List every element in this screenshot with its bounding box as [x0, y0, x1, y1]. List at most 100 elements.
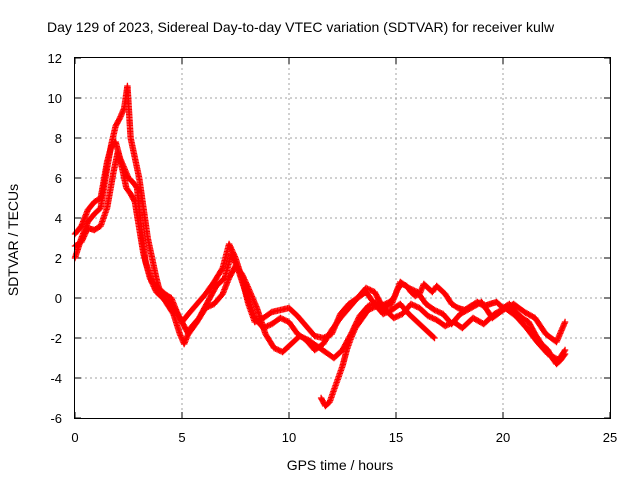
data-point	[399, 280, 406, 288]
data-point	[561, 318, 569, 326]
x-tick-label: 5	[178, 430, 185, 445]
data-point	[366, 306, 373, 313]
data-point	[412, 302, 419, 310]
data-point	[270, 344, 278, 352]
data-point	[407, 300, 415, 308]
y-tick-label: -4	[50, 371, 62, 386]
data-point	[427, 314, 435, 321]
x-tick-label: 25	[603, 430, 617, 445]
data-point	[264, 322, 271, 330]
data-point	[322, 333, 330, 340]
x-axis-label: GPS time / hours	[287, 457, 394, 473]
data-point	[299, 334, 306, 341]
plot-frame	[74, 57, 611, 419]
data-point	[296, 332, 303, 340]
data-point	[446, 320, 453, 328]
y-tick-label: 6	[55, 171, 62, 186]
data-point	[379, 310, 387, 318]
data-point	[325, 332, 333, 339]
data-point	[410, 302, 418, 309]
grid	[75, 58, 610, 418]
data-point	[208, 302, 215, 309]
data-point	[561, 350, 569, 358]
data-point	[362, 284, 370, 292]
data-point	[364, 285, 371, 292]
data-point	[282, 317, 290, 324]
data-point	[202, 304, 209, 312]
data-point	[409, 301, 416, 308]
data-point	[131, 197, 138, 204]
data-point	[442, 322, 449, 330]
data-point	[437, 309, 444, 316]
data-point	[434, 308, 441, 315]
data-point	[382, 300, 389, 308]
y-tick-label: -6	[50, 411, 62, 426]
data-point	[392, 314, 399, 321]
data-point	[426, 313, 433, 320]
data-point	[297, 333, 305, 340]
data-point	[432, 307, 440, 314]
data-point	[431, 306, 438, 314]
y-tick-label: 12	[48, 51, 62, 66]
data-point	[280, 316, 287, 323]
data-point	[205, 303, 212, 310]
y-axis-label: SDTVAR / TECUs	[5, 184, 21, 296]
chart-title: Day 129 of 2023, Sidereal Day-to-day VTE…	[47, 19, 555, 35]
y-tick-labels: -6 -4 -2 0 2 4 6 8 10 12	[48, 51, 62, 426]
data-point	[396, 312, 403, 319]
series-track-3	[71, 148, 569, 364]
data-point	[443, 322, 450, 329]
data-point	[394, 312, 402, 320]
y-tick-label: -2	[50, 331, 62, 346]
y-tick-label: 2	[55, 251, 62, 266]
data-point	[435, 308, 442, 316]
data-point	[277, 314, 284, 322]
data-point	[321, 334, 328, 341]
data-point	[393, 313, 400, 320]
data-point	[300, 334, 308, 342]
data-point	[429, 314, 436, 322]
x-tick-label: 0	[71, 430, 78, 445]
data-point	[431, 334, 438, 342]
data-point	[272, 345, 279, 352]
data-point	[367, 286, 374, 294]
data-point	[278, 315, 286, 322]
data-point	[281, 316, 288, 324]
data-point	[413, 292, 420, 299]
data-point	[400, 281, 408, 288]
data-point	[367, 305, 375, 312]
data-point	[372, 303, 379, 310]
data-point	[369, 304, 376, 312]
data-point	[412, 292, 419, 300]
data-point	[390, 314, 398, 322]
data-marks	[71, 82, 569, 410]
data-point	[430, 315, 438, 322]
series-track-4	[317, 280, 569, 410]
data-point	[275, 346, 282, 354]
data-point	[324, 332, 331, 340]
data-point	[561, 352, 568, 359]
y-tick-label: 0	[55, 291, 62, 306]
data-point	[251, 318, 258, 326]
data-point	[302, 335, 309, 342]
data-point	[364, 306, 372, 314]
data-point	[265, 322, 273, 329]
x-tick-labels: 0 5 10 15 20 25	[71, 430, 617, 445]
y-tick-label: 10	[48, 91, 62, 106]
y-tick-label: 4	[55, 211, 62, 226]
x-tick-label: 15	[389, 430, 403, 445]
x-tick-label: 10	[282, 430, 296, 445]
data-point	[368, 287, 375, 294]
data-point	[273, 346, 281, 353]
data-point	[377, 302, 385, 310]
data-point	[430, 333, 437, 341]
data-point	[444, 321, 452, 328]
data-point	[206, 302, 214, 310]
data-point	[203, 304, 211, 311]
data-point	[379, 302, 386, 309]
y-tick-label: 8	[55, 131, 62, 146]
data-point	[413, 303, 420, 310]
data-point	[424, 312, 432, 320]
data-point	[370, 304, 378, 311]
